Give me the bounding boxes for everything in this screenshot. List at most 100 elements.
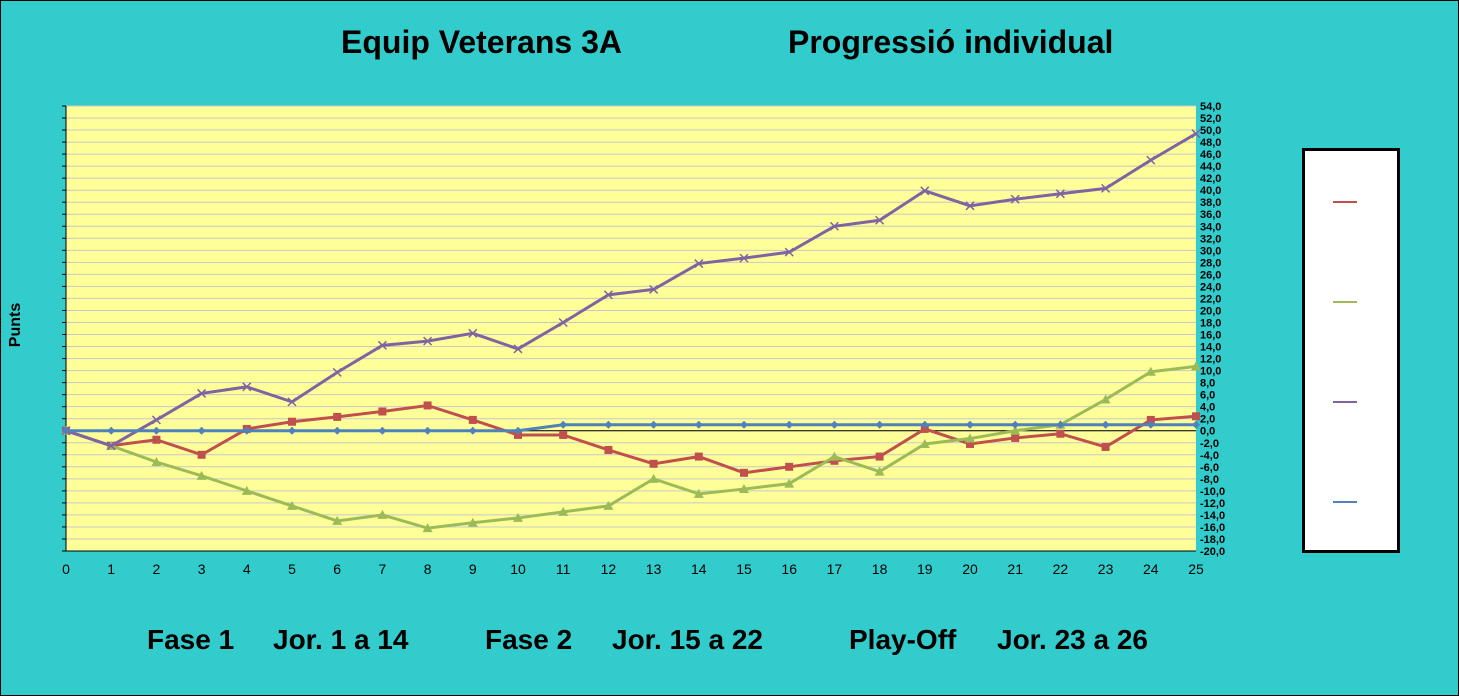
- legend-item: [1333, 199, 1393, 205]
- y-tick-label: -20,0: [1200, 546, 1225, 558]
- data-point: [106, 441, 116, 451]
- data-point: [1101, 183, 1111, 193]
- data-point: [1055, 189, 1065, 199]
- data-point: [604, 445, 613, 454]
- y-tick-label: -4,0: [1200, 450, 1219, 462]
- data-point: [694, 259, 704, 269]
- y-tick-label: 34,0: [1200, 221, 1221, 233]
- y-tick-label: -14,0: [1200, 510, 1225, 522]
- y-tick-label: 36,0: [1200, 209, 1221, 221]
- data-point: [196, 470, 207, 480]
- y-tick-label: 10,0: [1200, 366, 1221, 378]
- y-tick-label: 12,0: [1200, 354, 1221, 366]
- data-point: [693, 488, 704, 498]
- data-point: [151, 415, 161, 425]
- series-line: [65, 364, 1197, 530]
- data-point: [423, 426, 432, 435]
- y-tick-label: -8,0: [1200, 474, 1219, 486]
- data-point: [287, 397, 297, 407]
- data-point: [874, 466, 885, 476]
- data-point: [287, 500, 297, 510]
- series-group: [61, 129, 1201, 533]
- y-tick-label: -6,0: [1200, 462, 1219, 474]
- x-tick-label: 1: [107, 561, 115, 577]
- data-point: [1191, 129, 1201, 139]
- footer-phase2-range: Jor. 15 a 22: [612, 624, 764, 655]
- y-tick-label: 6,0: [1200, 390, 1215, 402]
- data-point: [514, 430, 522, 439]
- footer-phase1-range: Jor. 1 a 14: [273, 624, 409, 655]
- data-point: [468, 328, 478, 338]
- data-point: [514, 426, 522, 435]
- data-point: [288, 417, 296, 426]
- data-point: [920, 420, 929, 429]
- data-point: [1101, 420, 1110, 429]
- data-point: [1145, 366, 1156, 376]
- x-tick-label: 16: [781, 561, 797, 577]
- legend-swatch: [1333, 201, 1357, 203]
- data-point: [152, 426, 161, 435]
- series-3: [61, 129, 1201, 451]
- y-tick-label: 38,0: [1200, 197, 1221, 209]
- y-tick-label: -2,0: [1200, 438, 1219, 450]
- x-tick-label: 7: [379, 561, 387, 577]
- legend-item: [1333, 499, 1393, 505]
- data-point: [468, 426, 477, 435]
- data-point: [197, 388, 207, 398]
- y-tick-label: -16,0: [1200, 522, 1225, 534]
- series-line: [65, 132, 1197, 448]
- x-tick-label: 14: [691, 561, 707, 577]
- y-tick-label: 22,0: [1200, 293, 1221, 305]
- series-4: [62, 420, 1200, 435]
- data-point: [151, 457, 162, 466]
- y-tick-label: 42,0: [1200, 173, 1221, 185]
- data-point: [966, 439, 974, 448]
- data-point: [830, 420, 839, 429]
- data-point: [740, 420, 748, 429]
- legend-swatch: [1333, 501, 1357, 503]
- data-point: [1010, 194, 1020, 204]
- data-point: [377, 340, 387, 350]
- data-point: [378, 426, 387, 435]
- x-tick-label: 23: [1098, 561, 1114, 577]
- x-tick-label: 4: [243, 561, 251, 577]
- data-point: [422, 523, 433, 533]
- data-point: [152, 435, 161, 444]
- legend-swatch: [1333, 301, 1357, 303]
- y-tick-label: 52,0: [1200, 113, 1221, 125]
- data-point: [875, 420, 884, 429]
- data-point: [1056, 429, 1065, 438]
- y-tick-label: 50,0: [1200, 125, 1221, 137]
- data-point: [288, 426, 296, 435]
- data-point: [1056, 420, 1065, 429]
- data-point: [1101, 442, 1110, 451]
- y-tick-label: 18,0: [1200, 317, 1221, 329]
- data-point: [1100, 394, 1111, 404]
- y-tick-label: 48,0: [1200, 137, 1221, 149]
- x-tick-label: 0: [62, 561, 70, 577]
- y-tick-label: 28,0: [1200, 257, 1221, 269]
- y-tick-label: 8,0: [1200, 378, 1215, 390]
- data-point: [785, 462, 794, 471]
- x-tick-label: 19: [917, 561, 933, 577]
- x-tick-label: 17: [827, 561, 843, 577]
- data-point: [1192, 420, 1200, 429]
- data-point: [377, 509, 388, 519]
- data-point: [332, 367, 342, 377]
- x-tick-label: 5: [288, 561, 296, 577]
- data-point: [875, 215, 885, 225]
- x-tick-label: 10: [510, 561, 526, 577]
- y-tick-label: 32,0: [1200, 233, 1221, 245]
- y-tick-labels: -20,0-18,0-16,0-14,0-12,0-10,0-8,0-6,0-4…: [1200, 101, 1225, 558]
- data-point: [694, 452, 703, 461]
- data-point: [107, 426, 116, 435]
- data-point: [649, 420, 658, 429]
- legend-item: [1333, 299, 1393, 305]
- data-point: [242, 382, 252, 392]
- data-point: [1146, 420, 1155, 429]
- data-point: [739, 253, 749, 263]
- y-tick-label: 44,0: [1200, 161, 1221, 173]
- data-point: [241, 485, 252, 495]
- data-point: [1010, 425, 1021, 435]
- x-tick-label: 22: [1053, 561, 1069, 577]
